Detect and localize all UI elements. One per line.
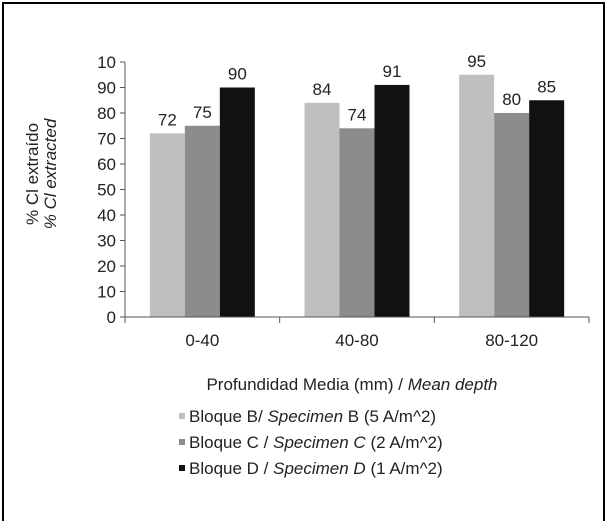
legend-swatch (179, 412, 185, 419)
legend-label: Bloque D / (189, 459, 274, 478)
bar-chart: 0 10 20 30 40 50 60 70 80 90 10 72 75 90 84 74 91 95 80 85… (23, 52, 590, 394)
x-tick-label: 80-120 (485, 331, 538, 350)
x-axis-title-en: Mean depth (408, 375, 498, 394)
legend-label-units: B (5 A/m^2) (343, 407, 437, 426)
y-tick-label: 20 (97, 257, 116, 276)
y-axis-ticks: 0 10 20 30 40 50 60 70 80 90 10 (97, 53, 125, 327)
legend-label: Bloque C / (189, 433, 274, 452)
legend-label-italic: Specimen (267, 407, 344, 426)
legend-item: Bloque B/ Specimen B (5 A/m^2) (179, 404, 443, 430)
bar (459, 74, 495, 317)
legend-label-units: (2 A/m^2) (365, 433, 443, 452)
x-axis-ticks: 0-40 40-80 80-120 (124, 317, 590, 350)
y-tick-label: 30 (97, 232, 116, 251)
data-label: 90 (228, 65, 247, 84)
bar (304, 102, 340, 317)
y-tick-label: 10 (97, 53, 116, 72)
data-label: 75 (193, 103, 212, 122)
data-label: 72 (158, 110, 177, 129)
y-tick-label: 10 (97, 283, 116, 302)
y-axis-title-en: % Cl extracted (41, 118, 60, 229)
bar (374, 84, 410, 317)
y-tick-label: 90 (97, 79, 116, 98)
y-tick-label: 40 (97, 206, 116, 225)
legend-label-italic: Specimen C (273, 433, 366, 452)
y-tick-label: 60 (97, 155, 116, 174)
x-axis-title-es: Profundidad Media (mm) / (206, 375, 407, 394)
legend: Bloque B/ Specimen B (5 A/m^2) Bloque C /… (179, 404, 443, 482)
bar (184, 125, 220, 317)
data-label: 85 (537, 77, 556, 96)
data-label: 91 (383, 62, 402, 81)
bar (149, 133, 185, 317)
data-label: 84 (313, 80, 332, 99)
y-tick-label: 50 (97, 181, 116, 200)
bar (219, 87, 255, 317)
legend-swatch (179, 438, 185, 445)
y-tick-label: 0 (107, 308, 116, 327)
legend-label-italic: Specimen D (273, 459, 366, 478)
x-axis-title: Profundidad Media (mm) / Mean depth (206, 375, 497, 394)
bar-series (149, 74, 565, 317)
x-tick-label: 0-40 (185, 331, 219, 350)
bar (529, 100, 565, 317)
bar (494, 113, 530, 317)
y-axis-title: % Cl extraído (23, 123, 42, 225)
bar (339, 128, 375, 317)
data-label: 95 (467, 52, 486, 71)
data-labels: 72 75 90 84 74 91 95 80 85 (158, 52, 556, 130)
legend-item: Bloque D / Specimen D (1 A/m^2) (179, 456, 443, 482)
y-tick-label: 80 (97, 104, 116, 123)
legend-label: Bloque B/ (189, 407, 268, 426)
legend-label-units: (1 A/m^2) (365, 459, 443, 478)
legend-item: Bloque C / Specimen C (2 A/m^2) (179, 430, 443, 456)
x-tick-label: 40-80 (335, 331, 378, 350)
legend-swatch (179, 464, 185, 471)
data-label: 80 (502, 90, 521, 109)
data-label: 74 (348, 105, 367, 124)
y-tick-label: 70 (97, 130, 116, 149)
